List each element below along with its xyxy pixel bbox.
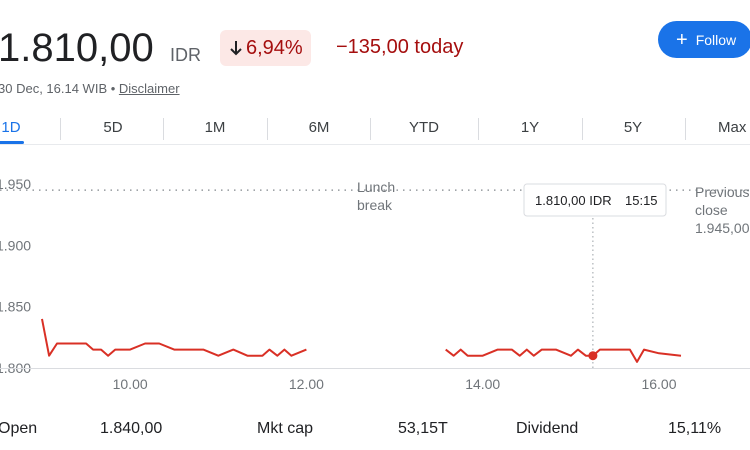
stat-mktcap-value: 53,15T xyxy=(398,420,448,437)
market-meta: 30 Dec, 16.14 WIB • Disclaimer xyxy=(0,81,180,96)
tab-divider xyxy=(582,118,583,140)
x-tick-label: 14.00 xyxy=(465,376,500,392)
y-tick-label: 1.900 xyxy=(0,237,31,253)
stat-dividend-value: 15,11% xyxy=(668,420,722,437)
lunch-break-label-line2: break xyxy=(357,197,393,213)
price-line-afternoon xyxy=(445,348,682,363)
tab-divider xyxy=(60,118,61,140)
y-axis: 1.9501.9001.8501.800 xyxy=(0,176,31,376)
price-line-morning xyxy=(41,318,307,357)
market-timestamp: 30 Dec, 16.14 WIB • xyxy=(0,81,119,96)
active-tab-indicator xyxy=(0,141,24,144)
stat-open-value: 1.840,00 xyxy=(100,420,163,437)
tabs-divider-line xyxy=(0,144,750,145)
tab-divider xyxy=(163,118,164,140)
change-today: −135,00 today xyxy=(336,36,464,58)
range-tabs: 1D 5D 1M 6M YTD 1Y 5Y Max xyxy=(0,114,750,144)
hover-point xyxy=(588,351,598,361)
lunch-break-label-line1: Lunch xyxy=(357,179,395,195)
series-group xyxy=(41,318,682,363)
previous-close-value: 1.945,00 xyxy=(695,220,750,236)
tooltip-time: 15:15 xyxy=(625,193,658,208)
follow-button[interactable]: + Follow xyxy=(658,21,750,58)
tab-divider xyxy=(370,118,371,140)
x-tick-label: 10.00 xyxy=(113,376,148,392)
price-tooltip: 1.810,00 IDR 15:15 xyxy=(523,183,667,217)
tab-divider xyxy=(685,118,686,140)
plus-icon: + xyxy=(676,28,688,51)
stat-mktcap-label: Mkt cap xyxy=(257,420,314,437)
change-percent: 6,94% xyxy=(246,37,303,59)
disclaimer-link[interactable]: Disclaimer xyxy=(118,81,180,96)
tab-max[interactable]: Max xyxy=(718,119,747,136)
tab-6m[interactable]: 6M xyxy=(308,119,330,136)
current-price: 1.810,00 xyxy=(0,26,154,70)
currency-label: IDR xyxy=(170,45,201,65)
tooltip-price: 1.810,00 IDR xyxy=(535,193,612,208)
price-chart[interactable]: 1.9501.9001.8501.800 10.0012.0014.0016.0… xyxy=(0,160,750,400)
tab-1m[interactable]: 1M xyxy=(204,119,226,136)
previous-close-label-line2: close xyxy=(695,202,728,218)
follow-label: Follow xyxy=(695,31,737,48)
stat-open-label: Open xyxy=(0,420,38,437)
stat-dividend-label: Dividend xyxy=(516,420,579,437)
tab-1d[interactable]: 1D xyxy=(1,119,21,136)
tooltip-box xyxy=(523,183,667,217)
x-tick-label: 16.00 xyxy=(641,376,676,392)
previous-close-label-line1: Previous xyxy=(695,184,749,200)
tab-divider xyxy=(478,118,479,140)
x-axis: 10.00 12.00 14.00 16.00 xyxy=(113,376,677,392)
tab-ytd[interactable]: YTD xyxy=(409,119,439,136)
tab-divider xyxy=(267,118,268,140)
tab-5y[interactable]: 5Y xyxy=(623,119,643,136)
tab-5d[interactable]: 5D xyxy=(103,119,123,136)
change-percent-badge: 6,94% xyxy=(220,30,311,66)
y-tick-label: 1.950 xyxy=(0,176,31,192)
tab-1y[interactable]: 1Y xyxy=(520,119,540,136)
y-tick-label: 1.850 xyxy=(0,299,31,315)
x-tick-label: 12.00 xyxy=(289,376,324,392)
arrow-down-icon xyxy=(228,39,244,57)
